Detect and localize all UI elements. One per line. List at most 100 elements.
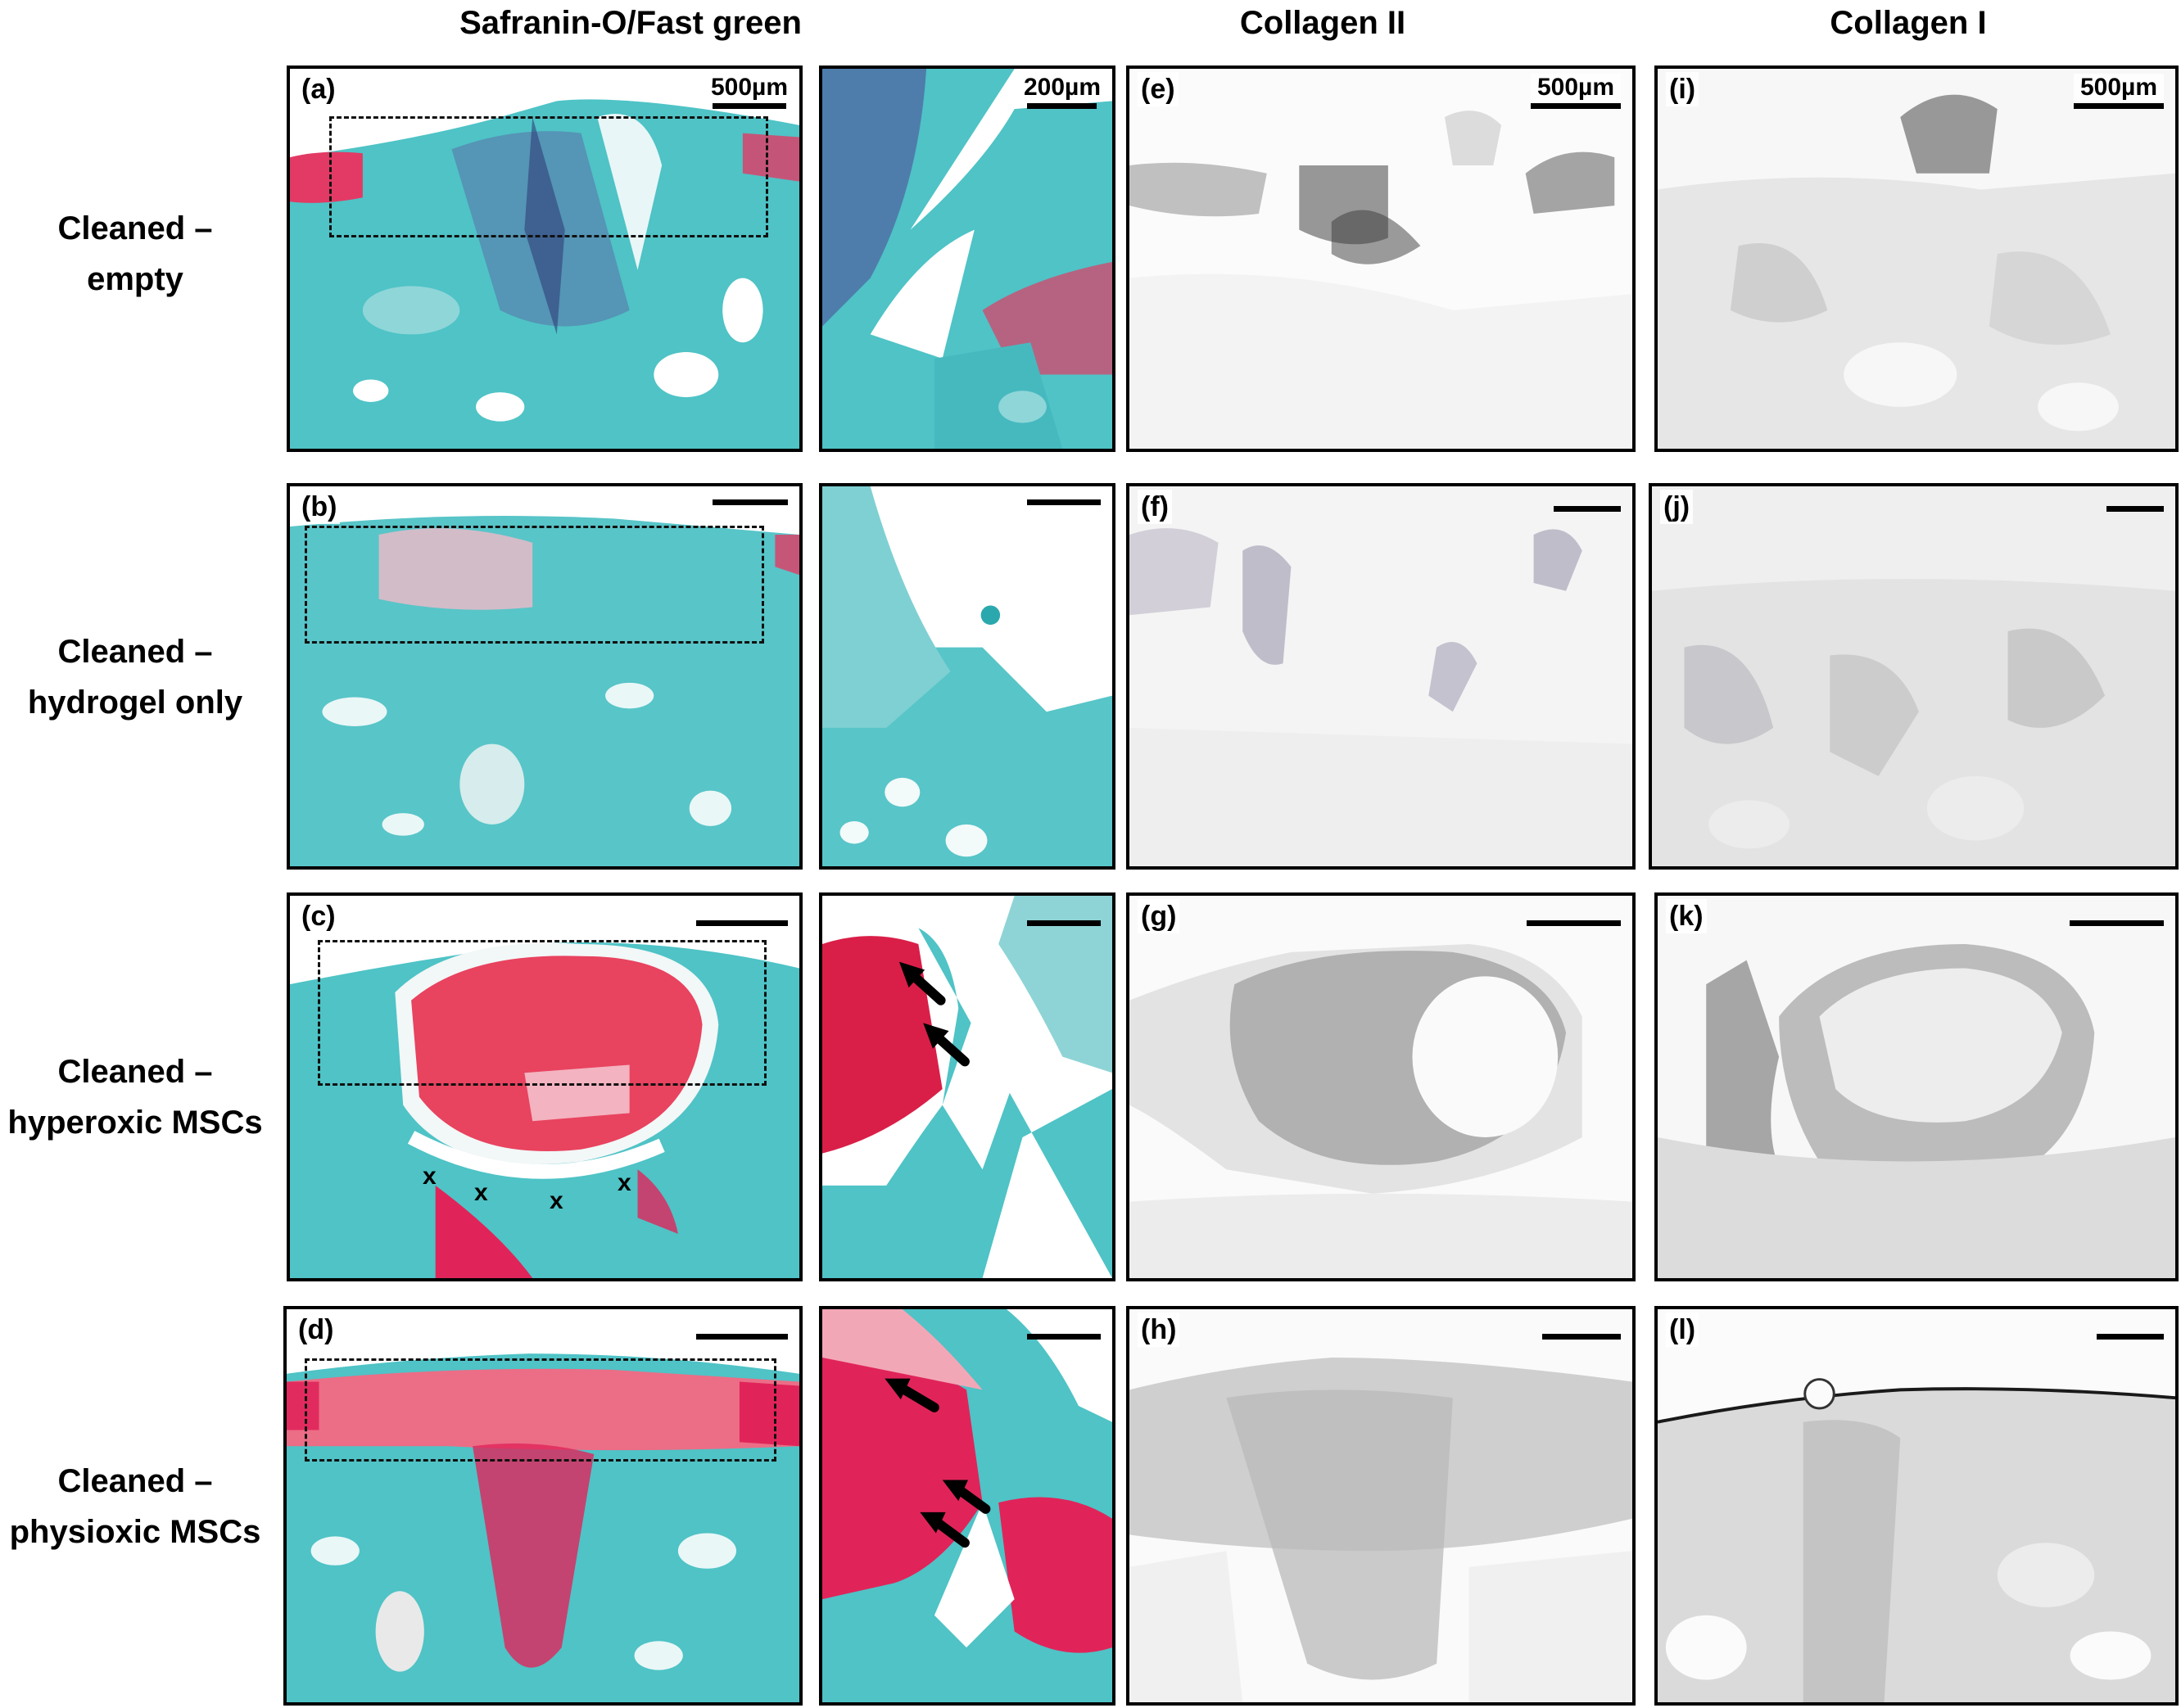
histology-image	[1129, 1309, 1632, 1702]
scale-bar-line	[2074, 103, 2164, 109]
scale-bar-line	[1531, 103, 1621, 109]
panel-b-safranin-overview: (b)	[287, 483, 803, 870]
region-of-interest-box	[305, 526, 764, 644]
scale-bar-label: 200µm	[1023, 74, 1101, 102]
scale-bar-line	[1027, 1334, 1101, 1340]
scale-bar	[1527, 919, 1621, 926]
scale-bar	[2097, 1332, 2164, 1340]
scale-bar-line	[2070, 920, 2164, 926]
scale-bar-line	[2106, 506, 2164, 512]
panel-letter: (f)	[1138, 490, 1172, 524]
header-safranin: Safranin-O/Fast green	[459, 5, 802, 41]
scale-bar: 500µm	[2074, 74, 2164, 109]
x-marker: x	[474, 1179, 488, 1206]
row-label-line: Cleaned –	[57, 210, 213, 246]
panel-c-safranin-zoom	[819, 892, 1115, 1281]
histology-image	[822, 486, 1112, 866]
histology-image	[1658, 896, 2175, 1278]
panel-c-safranin-overview: (c) x x x x	[287, 892, 803, 1281]
scale-bar-line	[1527, 920, 1621, 926]
histology-image	[290, 896, 799, 1278]
scale-bar-line	[696, 1334, 788, 1340]
histology-image	[290, 486, 799, 866]
scale-bar	[1542, 1332, 1621, 1340]
panel-h-collagen2: (h)	[1126, 1306, 1636, 1706]
header-collagen1: Collagen I	[1830, 5, 1987, 41]
scale-bar	[1027, 919, 1101, 926]
panel-e-collagen2: (e) 500µm	[1126, 66, 1636, 452]
scale-bar	[1027, 498, 1101, 505]
panel-letter: (j)	[1660, 490, 1694, 524]
scale-bar	[2070, 919, 2164, 926]
histology-image	[287, 1309, 799, 1702]
row-label-line: empty	[87, 261, 183, 297]
panel-letter: (e)	[1138, 72, 1179, 106]
row-label-hydrogel: Cleaned – hydrogel only	[0, 626, 270, 728]
header-collagen2: Collagen II	[1239, 5, 1406, 41]
scale-bar-line	[1027, 499, 1101, 505]
panel-a-safranin-zoom: 200µm	[819, 66, 1115, 452]
scale-bar-label: 500µm	[710, 74, 788, 102]
panel-f-collagen2: (f)	[1126, 483, 1636, 870]
panel-b-safranin-zoom	[819, 483, 1115, 870]
scale-bar-label: 500µm	[2074, 74, 2164, 102]
scale-bar-line	[2097, 1334, 2164, 1340]
panel-letter: (k)	[1666, 899, 1707, 933]
histology-image	[1129, 486, 1632, 866]
panel-letter: (c)	[298, 899, 339, 933]
histology-image	[1129, 69, 1632, 449]
panel-letter: (g)	[1138, 899, 1180, 933]
panel-letter: (b)	[298, 490, 341, 524]
panel-d-safranin-overview: (d)	[283, 1306, 803, 1706]
histology-image	[822, 1309, 1112, 1702]
scale-bar	[696, 1332, 788, 1340]
scale-bar	[1554, 504, 1621, 512]
histology-image	[1658, 1309, 2175, 1702]
region-of-interest-box	[318, 940, 767, 1086]
scale-bar-label: 500µm	[1531, 74, 1621, 102]
histology-image	[1658, 69, 2175, 449]
x-marker: x	[550, 1187, 563, 1214]
row-label-hyperoxic: Cleaned – hyperoxic MSCs	[0, 1046, 270, 1148]
row-label-line: Cleaned –	[57, 1054, 213, 1090]
panel-l-collagen1: (l)	[1654, 1306, 2179, 1706]
row-label-empty: Cleaned – empty	[0, 203, 270, 305]
panel-d-safranin-zoom	[819, 1306, 1115, 1706]
panel-i-collagen1: (i) 500µm	[1654, 66, 2179, 452]
panel-k-collagen1: (k)	[1654, 892, 2179, 1281]
x-marker: x	[618, 1169, 631, 1196]
histology-image	[822, 69, 1112, 449]
scale-bar-line	[713, 499, 788, 505]
histology-image	[290, 69, 799, 449]
scale-bar	[696, 919, 788, 926]
row-label-line: physioxic MSCs	[9, 1514, 261, 1550]
panel-letter: (l)	[1666, 1313, 1699, 1347]
x-marker: x	[423, 1163, 437, 1190]
scale-bar	[2106, 504, 2164, 512]
scale-bar	[1027, 1332, 1101, 1340]
scale-bar: 500µm	[1531, 74, 1621, 109]
row-label-line: Cleaned –	[57, 1463, 213, 1499]
panel-letter: (a)	[298, 72, 339, 106]
panel-letter: (i)	[1666, 72, 1699, 106]
row-label-line: Cleaned –	[57, 634, 213, 670]
scale-bar-line	[1554, 506, 1621, 512]
histology-image	[1652, 486, 2175, 866]
scale-bar-line	[1542, 1334, 1621, 1340]
panel-j-collagen1: (j)	[1649, 483, 2179, 870]
histology-image	[1129, 896, 1632, 1278]
scale-bar: 500µm	[710, 74, 788, 109]
panel-a-safranin-overview: (a) 500µm	[287, 66, 803, 452]
scale-bar-line	[1027, 920, 1101, 926]
scale-bar-line	[712, 103, 786, 109]
region-of-interest-box	[305, 1358, 776, 1462]
panel-letter: (d)	[295, 1313, 337, 1347]
region-of-interest-box	[329, 116, 768, 237]
scale-bar-line	[1027, 103, 1097, 109]
histology-image	[822, 896, 1112, 1278]
panel-letter: (h)	[1138, 1313, 1180, 1347]
row-label-line: hyperoxic MSCs	[7, 1105, 263, 1141]
row-label-line: hydrogel only	[27, 685, 243, 721]
panel-g-collagen2: (g)	[1126, 892, 1636, 1281]
row-label-physioxic: Cleaned – physioxic MSCs	[0, 1456, 270, 1557]
